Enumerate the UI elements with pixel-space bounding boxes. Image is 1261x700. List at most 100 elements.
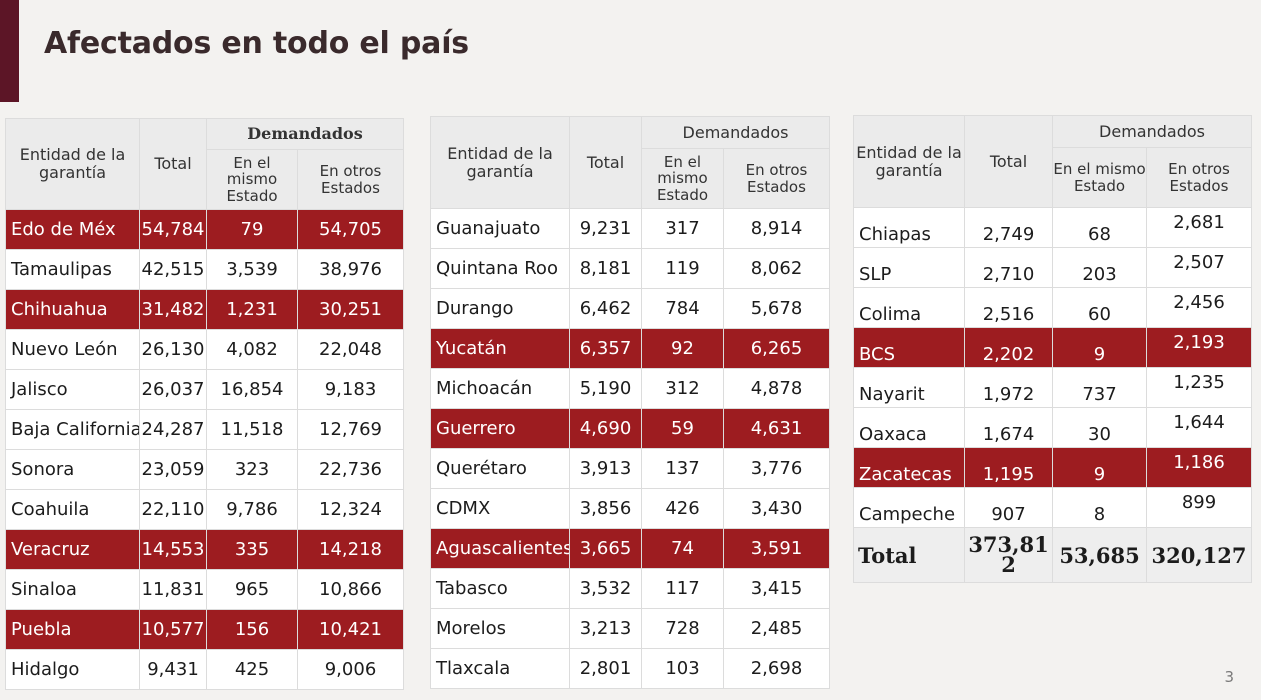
cell-total: 3,856 [569, 488, 642, 529]
cell-total: 26,037 [139, 369, 207, 410]
cell-entity: Yucatán [430, 328, 570, 369]
cell-same-state: 728 [641, 608, 724, 649]
cell-total: 2,801 [569, 648, 642, 689]
table-row: Tlaxcala 2,801 103 2,698 [430, 648, 830, 689]
cell-same-state: 425 [206, 649, 298, 690]
cell-entity: Quintana Roo [430, 248, 570, 289]
cell-other-states: 38,976 [297, 249, 404, 290]
table-row: Hidalgo 9,431 425 9,006 [5, 649, 404, 690]
cell-same-state: 156 [206, 609, 298, 650]
cell-same-state: 68 [1052, 207, 1147, 248]
cell-entity: Puebla [5, 609, 140, 650]
cell-entity: Tamaulipas [5, 249, 140, 290]
cell-other-states: 22,736 [297, 449, 404, 490]
cell-total: 26,130 [139, 329, 207, 370]
table-row: Campeche 907 8 899 [853, 487, 1252, 528]
header-same-state: En el mismo Estado [641, 148, 724, 209]
header-same-state: En el mismo Estado [206, 149, 298, 210]
cell-entity: Sonora [5, 449, 140, 490]
table-row: BCS 2,202 9 2,193 [853, 327, 1252, 368]
cell-entity: Guerrero [430, 408, 570, 449]
cell-same-state: 965 [206, 569, 298, 610]
cell-same-state: 4,082 [206, 329, 298, 370]
cell-entity: Colima [853, 287, 965, 328]
cell-other-states: 5,678 [723, 288, 830, 329]
cell-same-state: 317 [641, 208, 724, 249]
table-row: Tabasco 3,532 117 3,415 [430, 568, 830, 609]
cell-same-state: 59 [641, 408, 724, 449]
cell-total: 42,515 [139, 249, 207, 290]
cell-entity: Zacatecas [853, 447, 965, 488]
header-entity: Entidad de la garantía [853, 115, 965, 208]
table-row: Sonora 23,059 323 22,736 [5, 449, 404, 490]
cell-entity: Michoacán [430, 368, 570, 409]
cell-total: 2,516 [964, 287, 1053, 328]
cell-total: 23,059 [139, 449, 207, 490]
cell-total: 14,553 [139, 529, 207, 570]
cell-total: 6,462 [569, 288, 642, 329]
header-total: Total [569, 116, 642, 209]
cell-other-states: 8,062 [723, 248, 830, 289]
header-other-states: En otros Estados [723, 148, 830, 209]
cell-total: 3,213 [569, 608, 642, 649]
cell-total: 3,913 [569, 448, 642, 489]
table-row: Guerrero 4,690 59 4,631 [430, 408, 830, 449]
cell-other-states: 3,430 [723, 488, 830, 529]
cell-other-states: 3,591 [723, 528, 830, 569]
cell-other-states: 4,878 [723, 368, 830, 409]
cell-total: 2,710 [964, 247, 1053, 288]
total-value: 373,812 [964, 527, 1053, 583]
cell-entity: BCS [853, 327, 965, 368]
cell-other-states: 10,866 [297, 569, 404, 610]
cell-same-state: 784 [641, 288, 724, 329]
cell-total: 907 [964, 487, 1053, 528]
cell-total: 22,110 [139, 489, 207, 530]
cell-other-states: 2,681 [1146, 207, 1252, 248]
total-row: Total 373,812 53,685 320,127 [853, 527, 1252, 583]
cell-total: 1,972 [964, 367, 1053, 408]
table-row: Yucatán 6,357 92 6,265 [430, 328, 830, 369]
cell-total: 6,357 [569, 328, 642, 369]
cell-total: 11,831 [139, 569, 207, 610]
cell-same-state: 203 [1052, 247, 1147, 288]
table-row: Coahuila 22,110 9,786 12,324 [5, 489, 404, 530]
table-row: SLP 2,710 203 2,507 [853, 247, 1252, 288]
cell-same-state: 117 [641, 568, 724, 609]
cell-same-state: 16,854 [206, 369, 298, 410]
header-other-states: En otros Estados [297, 149, 404, 210]
cell-entity: Baja California [5, 409, 140, 450]
header-other-states: En otros Estados [1146, 147, 1252, 208]
header-same-state: En el mismo Estado [1052, 147, 1147, 208]
cell-other-states: 12,769 [297, 409, 404, 450]
table-row: Durango 6,462 784 5,678 [430, 288, 830, 329]
cell-entity: Hidalgo [5, 649, 140, 690]
cell-entity: Tabasco [430, 568, 570, 609]
cell-same-state: 137 [641, 448, 724, 489]
table-row: Oaxaca 1,674 30 1,644 [853, 407, 1252, 448]
cell-total: 8,181 [569, 248, 642, 289]
cell-total: 9,231 [569, 208, 642, 249]
cell-total: 1,674 [964, 407, 1053, 448]
table-row: Tamaulipas 42,515 3,539 38,976 [5, 249, 404, 290]
cell-same-state: 119 [641, 248, 724, 289]
cell-entity: Chihuahua [5, 289, 140, 330]
cell-other-states: 10,421 [297, 609, 404, 650]
cell-entity: Sinaloa [5, 569, 140, 610]
header-demandados: Demandados [1052, 115, 1252, 148]
cell-other-states: 12,324 [297, 489, 404, 530]
cell-total: 10,577 [139, 609, 207, 650]
cell-same-state: 11,518 [206, 409, 298, 450]
cell-same-state: 92 [641, 328, 724, 369]
cell-same-state: 8 [1052, 487, 1147, 528]
table-row: Sinaloa 11,831 965 10,866 [5, 569, 404, 610]
page-number: 3 [1224, 668, 1234, 686]
cell-same-state: 79 [206, 209, 298, 250]
cell-other-states: 6,265 [723, 328, 830, 369]
cell-other-states: 30,251 [297, 289, 404, 330]
page-title: Afectados en todo el país [44, 26, 469, 61]
cell-entity: Nuevo León [5, 329, 140, 370]
cell-entity: SLP [853, 247, 965, 288]
cell-entity: Guanajuato [430, 208, 570, 249]
cell-total: 2,202 [964, 327, 1053, 368]
accent-bar [0, 0, 19, 102]
